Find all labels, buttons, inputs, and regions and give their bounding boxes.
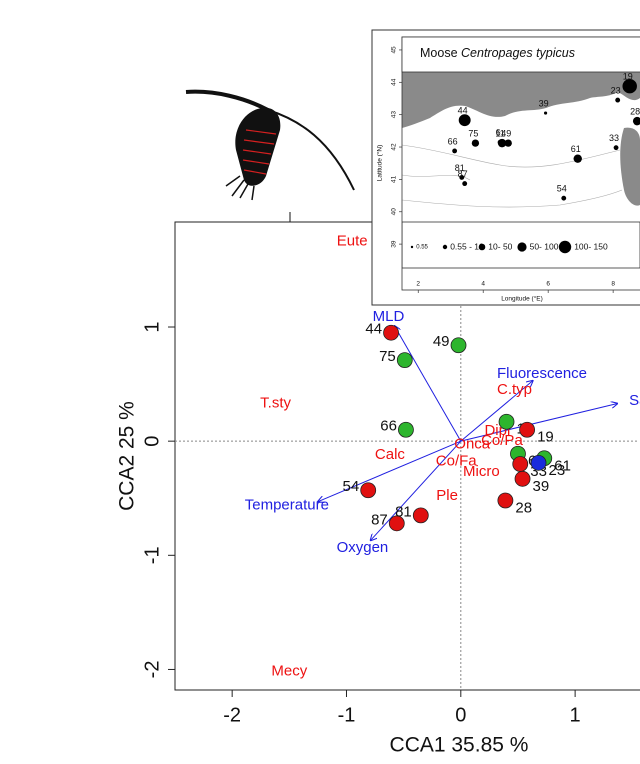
legend-label: 100- 150 — [574, 241, 608, 251]
inset-y-label: Latitude (°N) — [376, 145, 384, 182]
legend-label: 0.55 — [416, 245, 428, 251]
sample-label: 19 — [537, 429, 554, 446]
sample-point — [384, 325, 399, 340]
sample-label: 54 — [343, 478, 360, 495]
y-tick-label: -1 — [141, 546, 163, 564]
sample-point — [498, 493, 513, 508]
species-label: Mecy — [271, 663, 307, 680]
station-point — [614, 145, 619, 150]
x-tick-label: 1 — [570, 704, 581, 726]
sample-label: 75 — [379, 348, 396, 365]
station-label: 66 — [448, 136, 458, 146]
station-label: 28 — [630, 107, 640, 117]
station-label: 54 — [557, 184, 567, 194]
inset-title-prefix: Moose — [420, 46, 458, 60]
species-label: C.typ — [497, 381, 532, 398]
station-label: 61 — [571, 144, 581, 154]
legend-marker — [411, 246, 413, 248]
y-axis-label: CCA2 25 % — [116, 401, 139, 511]
x-tick-label: 0 — [455, 704, 466, 726]
sample-point — [499, 414, 514, 429]
station-point — [472, 139, 479, 146]
sample-label: 49 — [433, 333, 450, 350]
inset-y-tick-label: 43 — [391, 111, 398, 119]
inset-title: Moose Centropages typicus — [420, 46, 575, 60]
sample-point — [451, 338, 466, 353]
sample-point — [361, 483, 376, 498]
species-label: Onca — [454, 436, 491, 453]
sample-label: 23 — [549, 462, 566, 479]
inset-y-tick-label: 45 — [391, 46, 398, 54]
station-label: 44 — [458, 106, 468, 116]
station-point — [505, 139, 512, 146]
inset-y-tick-label: 40 — [391, 208, 398, 216]
inset-x-tick-label: 2 — [416, 281, 420, 288]
sample-label: 39 — [533, 478, 550, 495]
inset-x-tick-label: 4 — [481, 281, 485, 288]
inset-y-tick-label: 39 — [391, 240, 398, 248]
species-label: Calc — [375, 446, 406, 463]
env-label: Fluorescence — [497, 365, 587, 382]
sample-point — [520, 422, 535, 437]
legend-label: 50- 100 — [530, 241, 559, 251]
sample-point — [413, 508, 428, 523]
legend-marker — [443, 245, 447, 249]
station-point — [459, 114, 471, 126]
inset-x-tick-label: 6 — [546, 281, 550, 288]
station-point — [574, 154, 582, 162]
station-point — [498, 140, 503, 145]
station-point — [561, 196, 566, 201]
inset-x-label: Longitude (°E) — [501, 295, 543, 303]
station-label: 6 — [496, 128, 501, 138]
inset-y-tick-label: 41 — [391, 175, 398, 183]
sample-point — [397, 353, 412, 368]
station-label: 23 — [611, 85, 621, 95]
station-label: 33 — [609, 133, 619, 143]
legend-marker — [559, 241, 571, 253]
sample-point — [398, 422, 413, 437]
sample-label: 81 — [395, 503, 412, 520]
env-label: Salinity — [629, 392, 640, 409]
copepod-drawing — [186, 92, 354, 222]
inset-y-tick-label: 42 — [391, 143, 398, 151]
station-point — [615, 98, 620, 103]
sample-label: 87 — [371, 511, 388, 528]
inset-map: Moose Centropages typicus Longitude (°E)… — [372, 30, 640, 305]
sample-point — [513, 456, 528, 471]
legend-marker — [479, 244, 486, 251]
sample-label: 28 — [515, 499, 532, 516]
station-label: 75 — [468, 129, 478, 139]
inset-title-species: Centropages typicus — [461, 46, 575, 60]
station-label: 39 — [539, 98, 549, 108]
x-tick-label: -1 — [338, 704, 356, 726]
legend-label: 10- 50 — [488, 241, 512, 251]
sample-point — [531, 455, 546, 470]
y-tick-label: 0 — [141, 436, 163, 447]
station-label: 19 — [623, 72, 633, 82]
figure: MLDFluorescenceSalinityTemperatureOxygen… — [0, 0, 640, 764]
station-point — [544, 111, 547, 114]
species-label: Eute — [337, 232, 368, 249]
y-tick-label: -2 — [141, 661, 163, 679]
sample-label: 44 — [365, 321, 382, 338]
station-point — [452, 148, 457, 153]
x-tick-label: -2 — [223, 704, 241, 726]
inset-x-tick-label: 8 — [611, 281, 615, 288]
species-label: T.sty — [260, 394, 291, 411]
y-tick-label: 1 — [141, 321, 163, 332]
inset-y-tick-label: 44 — [391, 78, 398, 86]
sample-point — [515, 471, 530, 486]
sample-label: 66 — [380, 418, 397, 435]
station-point — [462, 181, 467, 186]
env-label: Temperature — [245, 497, 329, 514]
species-label: Micro — [463, 463, 500, 480]
species-label: Ple — [436, 487, 458, 504]
env-label: Oxygen — [337, 539, 389, 556]
legend-marker — [517, 242, 526, 251]
station-label: 49 — [501, 129, 511, 139]
x-axis-label: CCA1 35.85 % — [390, 734, 529, 757]
station-label: 87 — [458, 169, 468, 179]
